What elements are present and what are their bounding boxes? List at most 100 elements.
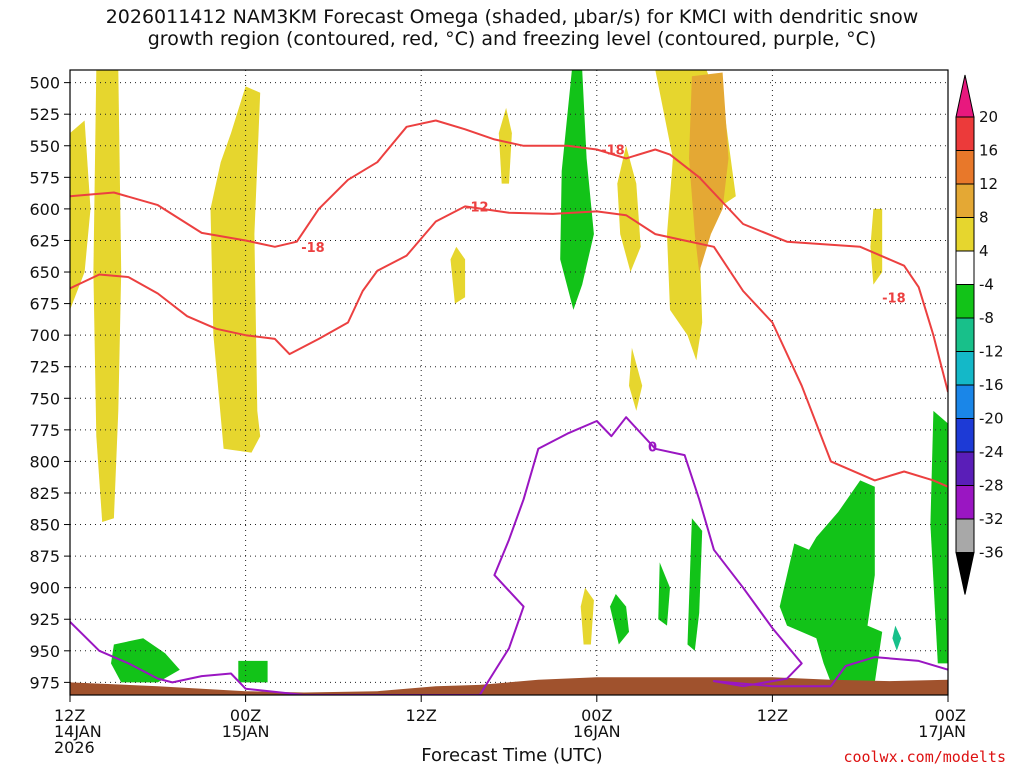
colorbar-label-7: -12 xyxy=(979,343,1004,361)
y-tick-label-875: 875 xyxy=(29,547,60,566)
omega-region-9 xyxy=(580,587,594,645)
omega-region-17 xyxy=(658,562,670,626)
contour-labels: -18 -18 -12 -18 0 xyxy=(301,144,905,456)
colorbar-bin-2 xyxy=(955,183,975,218)
colorbar-top-arrow xyxy=(955,74,975,118)
y-tick-label-775: 775 xyxy=(29,421,60,440)
plot-frame xyxy=(69,69,949,696)
x-tick-label-60: 00Z xyxy=(935,706,966,725)
y-tick-label-975: 975 xyxy=(29,673,60,692)
credit-text: coolwx.com/modelts xyxy=(843,748,1006,766)
y-tick-label-825: 825 xyxy=(29,484,60,503)
colorbar-label-13: -36 xyxy=(979,544,1004,562)
colorbar-label-9: -20 xyxy=(979,410,1004,428)
omega-region-12 xyxy=(111,638,180,683)
omega-region-11 xyxy=(560,70,594,310)
omega-region-13 xyxy=(238,660,268,683)
contour-lines xyxy=(70,119,948,695)
colorbar-label-5: -4 xyxy=(979,276,994,294)
omega-region-14 xyxy=(779,480,883,683)
chart-title-line1: 2026011412 NAM3KM Forecast Omega (shaded… xyxy=(105,6,919,28)
x-tick-date-60: 17JAN xyxy=(918,722,966,741)
contour-label-1: -18 xyxy=(601,144,625,159)
freezing-level-contour xyxy=(70,416,948,695)
x-tick-label-24: 12Z xyxy=(406,706,437,725)
x-tick-label-36: 00Z xyxy=(581,706,612,725)
omega-region-5 xyxy=(617,145,641,272)
y-tick-label-950: 950 xyxy=(29,642,60,661)
chart-title-line2: growth region (contoured, red, °C) and f… xyxy=(147,28,877,50)
omega-region-6 xyxy=(629,347,643,411)
colorbar-label-2: 12 xyxy=(979,175,998,193)
colorbar-bin-5 xyxy=(955,284,975,319)
y-axis: 500 525 550 575 600 625 650 675 700 725 750 775 800 8… xyxy=(29,74,70,692)
y-tick-label-625: 625 xyxy=(29,231,60,250)
colorbar-label-3: 8 xyxy=(979,209,989,227)
omega-region-16 xyxy=(610,594,629,645)
y-tick-label-675: 675 xyxy=(29,295,60,314)
omega-region-15 xyxy=(930,410,948,664)
grid-lines xyxy=(70,70,948,695)
colorbar-label-8: -16 xyxy=(979,376,1004,394)
y-tick-label-700: 700 xyxy=(29,326,60,345)
colorbar-label-1: 16 xyxy=(979,142,998,160)
colorbar: 20 16 12 8 4 -4 -8 -12 -16 -20 -24 -28 -32 -36 xyxy=(955,74,1004,595)
y-tick-label-850: 850 xyxy=(29,516,60,535)
colorbar-bin-12 xyxy=(955,518,975,553)
dgz-upper-contour xyxy=(70,119,948,393)
colorbar-bin-7 xyxy=(955,351,975,386)
colorbar-bin-9 xyxy=(955,418,975,453)
x-tick-date-0: 14JAN xyxy=(54,722,102,741)
contour-label-3: -18 xyxy=(882,291,906,306)
y-tick-label-600: 600 xyxy=(29,200,60,219)
omega-region-2 xyxy=(210,86,261,453)
colorbar-label-12: -32 xyxy=(979,510,1004,528)
omega-region-19 xyxy=(892,625,902,651)
colorbar-bin-10 xyxy=(955,451,975,486)
contour-label-0: -18 xyxy=(301,241,325,256)
y-tick-label-650: 650 xyxy=(29,263,60,282)
y-tick-label-725: 725 xyxy=(29,358,60,377)
y-tick-label-925: 925 xyxy=(29,610,60,629)
colorbar-bottom-arrow xyxy=(955,552,975,595)
colorbar-bin-3 xyxy=(955,217,975,252)
colorbar-bin-1 xyxy=(955,150,975,185)
x-tick-year-0: 2026 xyxy=(54,738,95,757)
contour-label-2: -12 xyxy=(465,200,489,215)
x-axis-title: Forecast Time (UTC) xyxy=(421,745,603,766)
y-tick-label-900: 900 xyxy=(29,579,60,598)
x-tick-label-12: 00Z xyxy=(230,706,261,725)
x-tick-label-48: 12Z xyxy=(757,706,788,725)
contour-label-4: 0 xyxy=(648,440,657,455)
colorbar-bin-8 xyxy=(955,384,975,419)
y-tick-label-750: 750 xyxy=(29,389,60,408)
colorbar-label-10: -24 xyxy=(979,443,1004,461)
colorbar-bin-11 xyxy=(955,485,975,520)
x-tick-label-0: 12Z xyxy=(54,706,85,725)
x-tick-date-36: 16JAN xyxy=(573,722,621,741)
y-tick-label-500: 500 xyxy=(29,74,60,93)
omega-region-4 xyxy=(450,246,466,304)
omega-region-0 xyxy=(93,70,122,522)
y-tick-label-575: 575 xyxy=(29,168,60,187)
omega-region-1 xyxy=(70,120,91,310)
y-tick-label-800: 800 xyxy=(29,452,60,471)
omega-shading xyxy=(70,70,948,683)
omega-region-8 xyxy=(870,208,883,285)
colorbar-label-6: -8 xyxy=(979,309,994,327)
colorbar-label-11: -28 xyxy=(979,477,1004,495)
omega-region-18 xyxy=(687,518,703,651)
colorbar-label-0: 20 xyxy=(979,108,998,126)
y-tick-label-550: 550 xyxy=(29,137,60,156)
dgz-lower-contour xyxy=(70,205,948,488)
colorbar-bin-0 xyxy=(955,116,975,151)
colorbar-bin-4 xyxy=(955,250,975,285)
chart-title: 2026011412 NAM3KM Forecast Omega (shaded… xyxy=(0,6,1024,50)
colorbar-label-4: 4 xyxy=(979,242,989,260)
omega-region-10 xyxy=(689,72,729,272)
x-tick-date-12: 15JAN xyxy=(222,722,270,741)
y-tick-label-525: 525 xyxy=(29,105,60,124)
colorbar-bin-6 xyxy=(955,317,975,352)
